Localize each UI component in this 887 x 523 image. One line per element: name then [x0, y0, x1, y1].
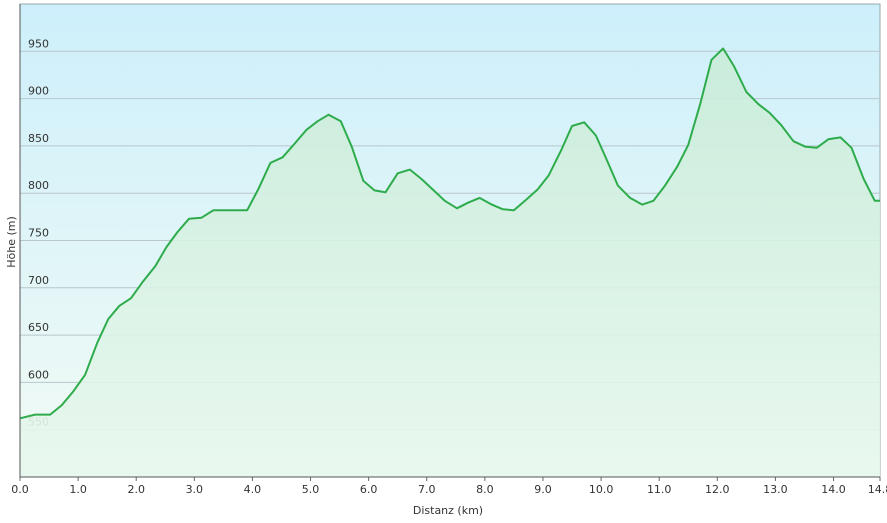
y-tick-label: 850 — [28, 132, 49, 145]
y-tick-label: 950 — [28, 37, 49, 50]
y-tick-label: 750 — [28, 227, 49, 240]
x-tick-label: 5.0 — [302, 483, 320, 496]
x-tick-label: 4.0 — [244, 483, 262, 496]
y-axis-label: Höhe (m) — [5, 216, 18, 268]
y-tick-label: 650 — [28, 321, 49, 334]
x-tick-label: 13.0 — [763, 483, 788, 496]
x-axis-label: Distanz (km) — [413, 504, 483, 517]
y-tick-label: 800 — [28, 179, 49, 192]
x-tick-label: 10.0 — [589, 483, 614, 496]
x-tick-label: 2.0 — [127, 483, 145, 496]
y-tick-label: 900 — [28, 85, 49, 98]
y-tick-label: 700 — [28, 274, 49, 287]
x-tick-label: 14.8 — [868, 483, 887, 496]
x-tick-label: 1.0 — [69, 483, 87, 496]
x-tick-label: 6.0 — [360, 483, 378, 496]
x-tick-label: 8.0 — [476, 483, 494, 496]
x-tick-label: 9.0 — [534, 483, 552, 496]
x-tick-label: 7.0 — [418, 483, 436, 496]
x-tick-label: 0.0 — [11, 483, 29, 496]
x-tick-label: 11.0 — [647, 483, 672, 496]
y-tick-label: 600 — [28, 368, 49, 381]
x-tick-label: 3.0 — [186, 483, 204, 496]
x-tick-label: 12.0 — [705, 483, 730, 496]
elevation-line — [19, 47, 880, 420]
x-tick-label: 14.0 — [821, 483, 846, 496]
area-fill — [20, 48, 880, 477]
